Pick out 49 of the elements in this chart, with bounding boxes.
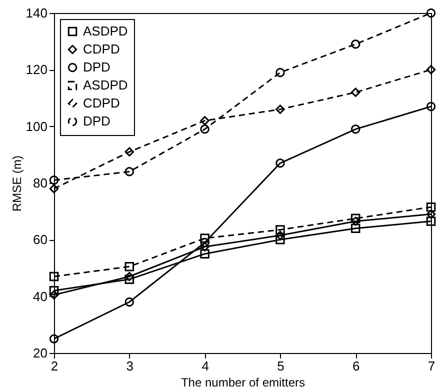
x-axis-title: The number of emitters <box>180 376 306 390</box>
point <box>426 8 436 18</box>
x-tick-label: 4 <box>202 358 209 374</box>
point <box>350 88 360 97</box>
x-tick-label: 7 <box>428 358 436 374</box>
legend-label: DPD <box>83 114 110 128</box>
y-tick-label: 100 <box>26 118 48 134</box>
point <box>426 102 436 112</box>
point <box>350 214 360 224</box>
legend-label: CDPD <box>83 42 120 56</box>
y-axis-title: RMSE (m) <box>10 156 24 212</box>
y-tick-label: 140 <box>26 6 48 20</box>
legend-label: CDPD <box>83 96 120 110</box>
point <box>426 65 436 74</box>
x-tick-label: 2 <box>50 358 58 374</box>
point <box>49 176 59 185</box>
x-tick-label: 5 <box>277 358 284 374</box>
point <box>49 334 59 344</box>
point <box>350 224 360 233</box>
y-tick-label: 20 <box>33 346 48 360</box>
legend-label: ASDPD <box>83 78 128 92</box>
y-tick-label: 120 <box>26 62 48 78</box>
y-tick-label: 60 <box>33 232 48 248</box>
x-tick-label: 6 <box>352 358 360 374</box>
point <box>350 124 360 134</box>
point <box>124 274 134 284</box>
point <box>276 225 285 234</box>
point <box>200 249 210 258</box>
point <box>124 147 134 156</box>
point <box>276 104 285 114</box>
y-tick-label: 80 <box>33 176 48 190</box>
point <box>350 40 360 49</box>
point <box>124 167 134 176</box>
point <box>426 202 436 212</box>
point <box>124 297 134 307</box>
point <box>124 262 134 272</box>
legend-label: DPD <box>83 60 110 74</box>
x-tick-label: 3 <box>126 358 134 374</box>
point <box>200 124 210 134</box>
point <box>426 216 436 226</box>
point <box>200 116 210 126</box>
point <box>276 235 285 244</box>
point <box>276 158 285 168</box>
legend-label: ASDPD <box>83 24 128 38</box>
point <box>276 68 285 78</box>
point <box>49 184 59 194</box>
y-tick-label: 40 <box>33 288 48 304</box>
point <box>49 272 59 282</box>
point <box>200 234 210 243</box>
